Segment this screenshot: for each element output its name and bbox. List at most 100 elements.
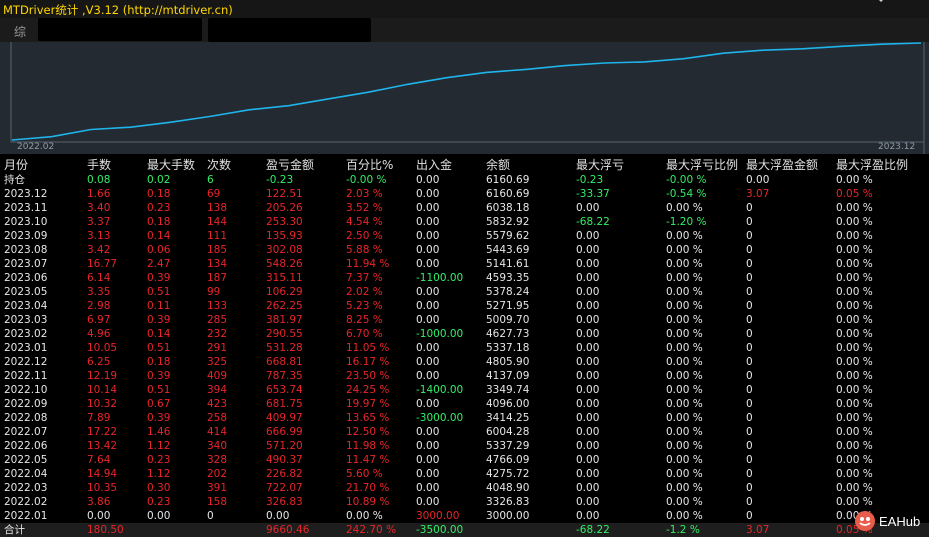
- column-header[interactable]: 最大浮盈比例: [836, 158, 909, 172]
- column-header[interactable]: 最大浮盈金额: [746, 158, 819, 172]
- table-cell: 0.00 %: [836, 398, 873, 410]
- table-cell: 0.00: [416, 286, 440, 298]
- table-cell: 0: [746, 384, 753, 396]
- table-cell: 0: [746, 356, 753, 368]
- table-row[interactable]: 2023.11 3.40 0.23 138 205.26 3.52 % 0.00 6038.1…: [0, 201, 929, 215]
- table-cell: 6: [207, 174, 214, 186]
- table-cell: 4766.09: [486, 454, 530, 466]
- table-row[interactable]: 2022.03 10.35 0.30 391 722.07 21.70 % 0.00 4048…: [0, 481, 929, 495]
- table-row[interactable]: 2022.11 12.19 0.39 409 787.35 23.50 % 0.00 4137…: [0, 369, 929, 383]
- equity-chart-svg: [10, 42, 925, 154]
- table-cell: 0.00: [416, 202, 440, 214]
- table-cell: 3.40: [87, 202, 111, 214]
- table-cell: 0.00 %: [836, 230, 873, 242]
- column-header[interactable]: 余额: [486, 158, 511, 172]
- table-cell: 548.26: [266, 258, 303, 270]
- table-row[interactable]: 2023.01 10.05 0.51 291 531.28 11.05 % 0.00 5337…: [0, 341, 929, 355]
- table-cell: 2023.02: [4, 328, 48, 340]
- tab-bar: 综: [0, 18, 929, 42]
- table-row[interactable]: 2023.02 4.96 0.14 232 290.55 6.70 % -1000.00 46…: [0, 327, 929, 341]
- table-cell: 3.86: [87, 496, 111, 508]
- table-row[interactable]: 2022.09 10.32 0.67 423 681.75 19.97 % 0.00 4096…: [0, 397, 929, 411]
- table-cell: 2023.07: [4, 258, 48, 270]
- table-cell: 135.93: [266, 230, 303, 242]
- column-header[interactable]: 出入金: [416, 158, 453, 172]
- total-row[interactable]: 合计 180.50 9660.46 242.70 % -3500.00 -68.22 -1.…: [0, 523, 929, 537]
- table-cell: 19.97 %: [346, 398, 390, 410]
- table-cell: 0.00 %: [666, 454, 703, 466]
- table-cell: 2023.12: [4, 188, 48, 200]
- table-cell: 3.52 %: [346, 202, 383, 214]
- table-cell: 1.46: [147, 426, 171, 438]
- table-cell: 8.25 %: [346, 314, 383, 326]
- table-cell: 0.00: [746, 174, 770, 186]
- table-cell: 4137.09: [486, 370, 530, 382]
- table-row[interactable]: 2022.06 13.42 1.12 340 571.20 11.98 % 0.00 5337…: [0, 439, 929, 453]
- table-row[interactable]: 2023.03 6.97 0.39 285 381.97 8.25 % 0.00 5009.7…: [0, 313, 929, 327]
- table-row[interactable]: 2022.01 0.00 0.00 0 0.00 0.00 % 3000.00 3000.00…: [0, 509, 929, 523]
- column-header[interactable]: 手数: [87, 158, 112, 172]
- table-row[interactable]: 2022.10 10.14 0.51 394 653.74 24.25 % -1400.00…: [0, 383, 929, 397]
- chart-start-label: 2022.02: [17, 142, 55, 152]
- column-header[interactable]: 月份: [4, 158, 29, 172]
- table-cell: 0.00: [416, 398, 440, 410]
- table-cell: 0.00: [416, 300, 440, 312]
- column-header[interactable]: 最大浮亏比例: [666, 158, 739, 172]
- table-cell: 0.00: [416, 440, 440, 452]
- table-cell: 0.00 %: [836, 370, 873, 382]
- table-cell: -1000.00: [416, 328, 464, 340]
- table-row[interactable]: 2022.02 3.86 0.23 158 326.83 10.89 % 0.00 3326.…: [0, 495, 929, 509]
- position-row[interactable]: 持仓 0.08 0.02 6 -0.23 -0.00 % 0.00 6160.69 -0.23 -…: [0, 173, 929, 187]
- column-header[interactable]: 最大手数: [147, 158, 196, 172]
- table-cell: 138: [207, 202, 228, 214]
- table-cell: 0.00 %: [836, 258, 873, 270]
- table-cell: 2.98: [87, 300, 111, 312]
- column-header[interactable]: 次数: [207, 158, 232, 172]
- table-cell: 合计: [0, 523, 83, 537]
- chevron-down-icon[interactable]: [877, 0, 885, 2]
- table-row[interactable]: 2023.04 2.98 0.11 133 262.25 5.23 % 0.00 5271.9…: [0, 299, 929, 313]
- table-cell: 0.00: [416, 356, 440, 368]
- table-cell: 12.50 %: [346, 426, 390, 438]
- table-cell: 0.14: [147, 328, 171, 340]
- column-header[interactable]: 盈亏金额: [266, 158, 315, 172]
- table-row[interactable]: 2023.10 3.37 0.18 144 253.30 4.54 % 0.00 5832.9…: [0, 215, 929, 229]
- table-cell: 0.39: [147, 272, 171, 284]
- table-cell: 0.00 %: [666, 412, 703, 424]
- table-header-row: 月份 手数 最大手数 次数 盈亏金额 百分比% 出入金 余额 最大浮亏 最大浮亏比例 最大浮盈金额 最…: [0, 156, 929, 173]
- table-row[interactable]: 2022.07 17.22 1.46 414 666.99 12.50 % 0.00 6004…: [0, 425, 929, 439]
- table-row[interactable]: 2023.06 6.14 0.39 187 315.11 7.37 % -1100.00 45…: [0, 271, 929, 285]
- table-cell: [203, 523, 262, 537]
- table-cell: 2022.05: [4, 454, 48, 466]
- table-row[interactable]: 2022.04 14.94 1.12 202 226.82 5.60 % 0.00 4275.…: [0, 467, 929, 481]
- table-row[interactable]: 2023.05 3.35 0.51 99 106.29 2.02 % 0.00 5378.24…: [0, 285, 929, 299]
- table-row[interactable]: 2023.07 16.77 2.47 134 548.26 11.94 % 0.00 5141…: [0, 257, 929, 271]
- table-cell: 2023.01: [4, 342, 48, 354]
- table-cell: 0.00 %: [666, 496, 703, 508]
- table-cell: 0.00: [416, 244, 440, 256]
- table-row[interactable]: 2023.09 3.13 0.14 111 135.93 2.50 % 0.00 5579.6…: [0, 229, 929, 243]
- table-cell: 0.00 %: [836, 244, 873, 256]
- table-cell: 0.00: [416, 454, 440, 466]
- table-row[interactable]: 2023.08 3.42 0.06 185 302.08 5.88 % 0.00 5443.6…: [0, 243, 929, 257]
- table-cell: 0.00 %: [836, 468, 873, 480]
- column-header[interactable]: 最大浮亏: [576, 158, 625, 172]
- table-cell: 158: [207, 496, 228, 508]
- table-cell: 0.00: [576, 286, 600, 298]
- column-header[interactable]: 百分比%: [346, 158, 394, 172]
- table-row[interactable]: 2022.08 7.89 0.39 258 409.97 13.65 % -3000.00 3…: [0, 411, 929, 425]
- eahub-logo-icon: [855, 511, 875, 531]
- table-row[interactable]: 2022.05 7.64 0.23 328 490.37 11.47 % 0.00 4766.…: [0, 453, 929, 467]
- table-row[interactable]: 2023.12 1.66 0.18 69 122.51 2.03 % 0.00 6160.69…: [0, 187, 929, 201]
- table-cell: 0.06: [147, 244, 171, 256]
- table-cell: 5009.70: [486, 314, 530, 326]
- table-cell: 0.00 %: [836, 286, 873, 298]
- equity-chart: 2022.02 2023.12: [0, 42, 929, 154]
- table-cell: 6004.28: [486, 426, 530, 438]
- table-row[interactable]: 2022.12 6.25 0.18 325 668.81 16.17 % 0.00 4805.…: [0, 355, 929, 369]
- table-cell: -3500.00: [412, 523, 482, 537]
- tab-summary[interactable]: 综: [14, 25, 27, 39]
- table-cell: 0.00: [416, 496, 440, 508]
- table-cell: 0.39: [147, 314, 171, 326]
- table-cell: 14.94: [87, 468, 118, 480]
